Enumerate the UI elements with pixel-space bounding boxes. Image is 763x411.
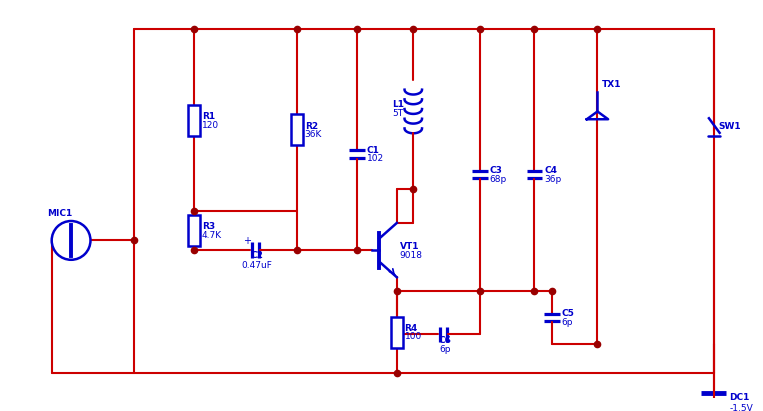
Text: 36K: 36K (304, 130, 322, 139)
Text: C1: C1 (367, 146, 380, 155)
Text: R2: R2 (304, 122, 318, 131)
Text: +: + (243, 236, 252, 246)
Text: 6p: 6p (562, 318, 573, 327)
Text: L1: L1 (392, 100, 404, 109)
Text: TX1: TX1 (602, 80, 622, 89)
Text: 0.47uF: 0.47uF (242, 261, 272, 270)
Text: R1: R1 (202, 112, 215, 121)
Text: 5T: 5T (392, 109, 403, 118)
Text: C4: C4 (544, 166, 557, 175)
Text: C3: C3 (490, 166, 503, 175)
Text: MIC1: MIC1 (47, 209, 72, 218)
Text: 4.7K: 4.7K (202, 231, 222, 240)
Text: 36p: 36p (544, 175, 562, 184)
Text: DC1: DC1 (729, 393, 750, 402)
Text: R4: R4 (404, 323, 418, 332)
Bar (188, 105, 200, 136)
Text: R3: R3 (202, 222, 215, 231)
Bar (391, 316, 403, 348)
Text: VT1: VT1 (400, 242, 419, 251)
Text: 120: 120 (202, 120, 219, 129)
Text: 100: 100 (404, 332, 422, 342)
Text: 68p: 68p (490, 175, 507, 184)
Text: 102: 102 (367, 155, 384, 164)
Text: C6: C6 (439, 336, 452, 345)
Bar (188, 215, 200, 246)
Text: C2: C2 (251, 252, 264, 261)
Text: SW1: SW1 (719, 122, 742, 131)
Text: -1.5V: -1.5V (729, 404, 753, 411)
Bar (291, 114, 303, 145)
Text: 9018: 9018 (400, 252, 423, 261)
Circle shape (52, 221, 91, 260)
Text: C5: C5 (562, 309, 575, 318)
Text: 6p: 6p (439, 346, 451, 354)
